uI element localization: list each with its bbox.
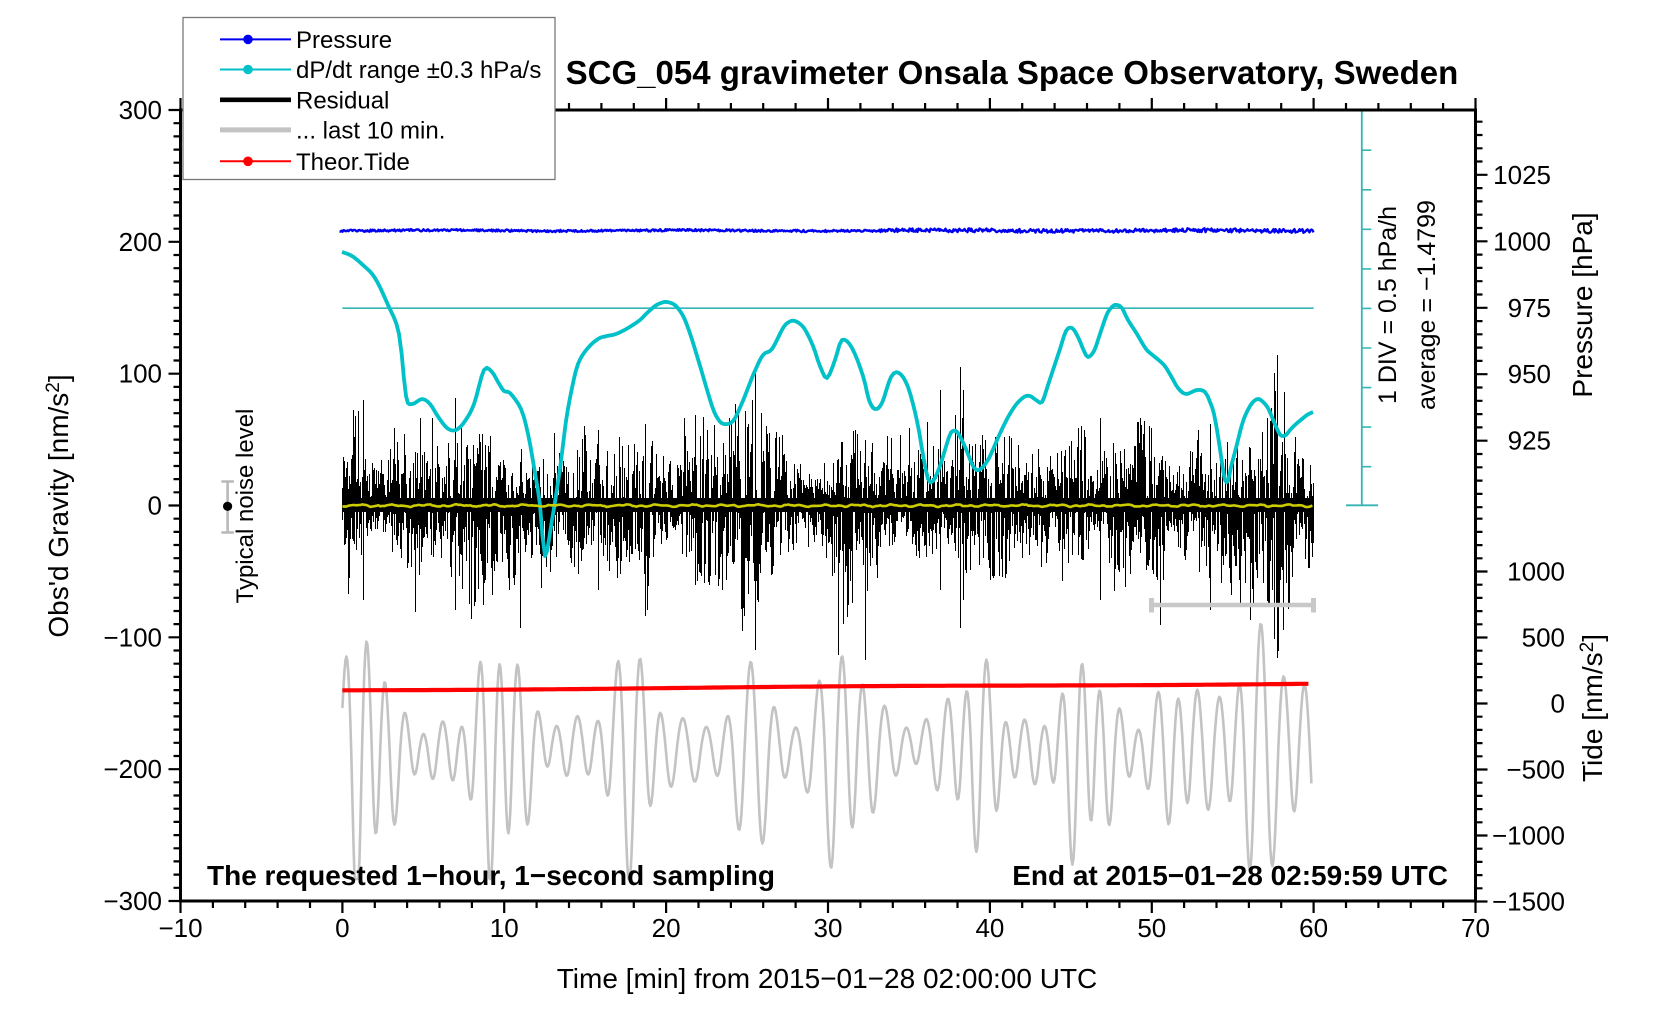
svg-text:Typical noise level: Typical noise level — [232, 409, 259, 604]
svg-text:50: 50 — [1137, 913, 1166, 943]
svg-text:Time [min] from 2015−01−28 02:: Time [min] from 2015−01−28 02:00:00 UTC — [557, 963, 1098, 994]
svg-text:Pressure [hPa]: Pressure [hPa] — [1567, 212, 1598, 397]
svg-text:10: 10 — [490, 913, 519, 943]
svg-text:... last 10 min.: ... last 10 min. — [296, 117, 445, 144]
svg-text:0: 0 — [1551, 689, 1565, 719]
svg-text:300: 300 — [119, 95, 162, 125]
svg-text:−500: −500 — [1506, 755, 1565, 785]
svg-text:925: 925 — [1508, 426, 1551, 456]
svg-text:100: 100 — [119, 359, 162, 389]
svg-text:−10: −10 — [158, 913, 202, 943]
svg-text:950: 950 — [1508, 359, 1551, 389]
svg-text:Pressure: Pressure — [296, 27, 392, 54]
svg-text:500: 500 — [1522, 623, 1565, 653]
svg-text:−100: −100 — [103, 622, 162, 652]
svg-text:70: 70 — [1461, 913, 1490, 943]
svg-text:−300: −300 — [103, 886, 162, 916]
svg-text:Theor.Tide: Theor.Tide — [296, 149, 410, 176]
svg-text:End at 2015−01−28 02:59:59 UTC: End at 2015−01−28 02:59:59 UTC — [1012, 860, 1448, 891]
svg-text:975: 975 — [1508, 293, 1551, 323]
svg-text:40: 40 — [975, 913, 1004, 943]
svg-text:60: 60 — [1299, 913, 1328, 943]
svg-text:0: 0 — [335, 913, 349, 943]
svg-text:average = −1.4799: average = −1.4799 — [1413, 200, 1441, 410]
svg-text:−200: −200 — [103, 754, 162, 784]
svg-text:1000: 1000 — [1507, 557, 1565, 587]
svg-text:1025: 1025 — [1493, 160, 1551, 190]
svg-text:Residual: Residual — [296, 87, 389, 114]
svg-text:1 DIV = 0.5 hPa/h: 1 DIV = 0.5 hPa/h — [1374, 206, 1402, 404]
svg-text:Obs'd Gravity [nm/s2]: Obs'd Gravity [nm/s2] — [43, 374, 74, 637]
svg-text:1000: 1000 — [1493, 226, 1551, 256]
svg-text:Tide [nm/s2]: Tide [nm/s2] — [1577, 634, 1608, 782]
svg-text:−1500: −1500 — [1492, 887, 1565, 917]
svg-text:−1000: −1000 — [1492, 821, 1565, 851]
svg-text:0: 0 — [148, 491, 162, 521]
svg-text:The requested 1−hour, 1−second: The requested 1−hour, 1−second sampling — [207, 860, 775, 891]
svg-text:30: 30 — [814, 913, 843, 943]
svg-text:20: 20 — [652, 913, 681, 943]
svg-text:SCG_054 gravimeter Onsala Spac: SCG_054 gravimeter Onsala Space Observat… — [566, 54, 1459, 91]
svg-text:200: 200 — [119, 227, 162, 257]
svg-text:dP/dt range ±0.3 hPa/s: dP/dt range ±0.3 hPa/s — [296, 57, 541, 84]
